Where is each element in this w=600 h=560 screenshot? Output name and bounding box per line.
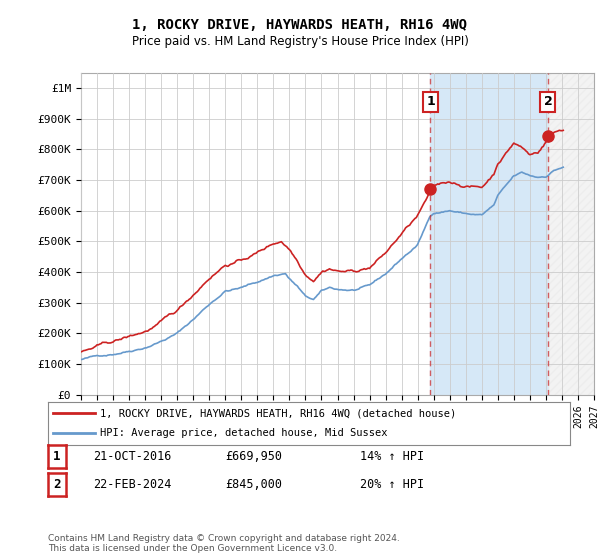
Text: Price paid vs. HM Land Registry's House Price Index (HPI): Price paid vs. HM Land Registry's House … xyxy=(131,35,469,49)
Text: Contains HM Land Registry data © Crown copyright and database right 2024.
This d: Contains HM Land Registry data © Crown c… xyxy=(48,534,400,553)
Text: 1: 1 xyxy=(426,95,435,109)
Bar xyxy=(430,73,548,395)
Text: 21-OCT-2016: 21-OCT-2016 xyxy=(93,450,172,463)
Text: 1, ROCKY DRIVE, HAYWARDS HEATH, RH16 4WQ: 1, ROCKY DRIVE, HAYWARDS HEATH, RH16 4WQ xyxy=(133,18,467,32)
Text: 2: 2 xyxy=(53,478,61,491)
Text: £669,950: £669,950 xyxy=(225,450,282,463)
Text: 2: 2 xyxy=(544,95,553,109)
Text: 1, ROCKY DRIVE, HAYWARDS HEATH, RH16 4WQ (detached house): 1, ROCKY DRIVE, HAYWARDS HEATH, RH16 4WQ… xyxy=(100,408,457,418)
Text: 1: 1 xyxy=(53,450,61,463)
Text: HPI: Average price, detached house, Mid Sussex: HPI: Average price, detached house, Mid … xyxy=(100,428,388,438)
Bar xyxy=(548,73,594,395)
Text: 14% ↑ HPI: 14% ↑ HPI xyxy=(360,450,424,463)
Text: 20% ↑ HPI: 20% ↑ HPI xyxy=(360,478,424,491)
Text: 22-FEB-2024: 22-FEB-2024 xyxy=(93,478,172,491)
Text: £845,000: £845,000 xyxy=(225,478,282,491)
